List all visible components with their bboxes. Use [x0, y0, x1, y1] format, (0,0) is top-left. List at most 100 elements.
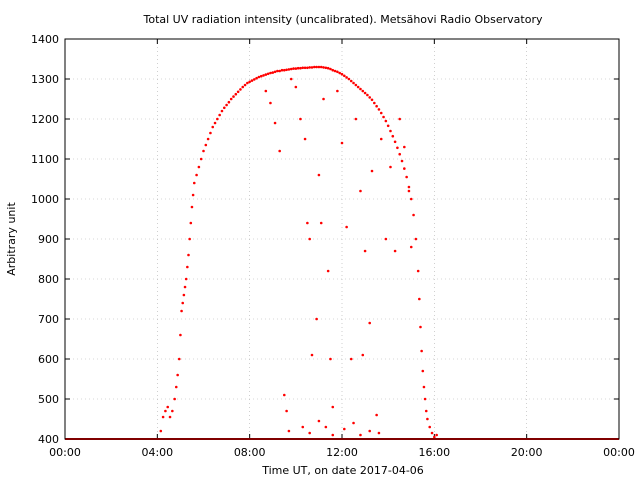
data-point [430, 431, 434, 435]
data-point [382, 115, 385, 119]
data-point [379, 111, 383, 115]
data-point [181, 301, 185, 305]
x-tick-label: 00:00 [603, 446, 635, 459]
data-point [306, 221, 309, 225]
data-point [322, 97, 325, 101]
data-point [361, 353, 365, 357]
y-tick-label: 700 [38, 313, 59, 326]
data-point [414, 237, 418, 241]
data-point [363, 249, 367, 253]
data-point [257, 75, 261, 79]
data-point [278, 149, 281, 153]
data-point [407, 185, 411, 189]
data-point [313, 65, 316, 69]
data-point [343, 427, 346, 431]
data-point [333, 69, 337, 73]
data-point [352, 421, 355, 425]
data-point [276, 69, 279, 73]
data-point [287, 429, 291, 433]
y-tick-label: 900 [38, 233, 59, 246]
data-point [409, 245, 413, 249]
data-point [282, 393, 286, 397]
data-point [202, 149, 205, 153]
data-point [359, 433, 362, 437]
data-point [289, 77, 293, 81]
data-point [225, 103, 228, 107]
data-point [403, 145, 406, 149]
data-point [222, 106, 226, 110]
data-point [174, 385, 178, 389]
data-point [192, 181, 196, 185]
x-tick-label: 16:00 [418, 446, 450, 459]
data-point [384, 237, 388, 241]
data-point [204, 143, 208, 147]
data-point [171, 409, 174, 413]
data-point [393, 140, 397, 144]
data-point [255, 76, 258, 80]
data-point [285, 68, 288, 72]
data-point [326, 269, 330, 273]
data-point [308, 431, 311, 435]
data-point [336, 89, 339, 93]
data-point [292, 67, 295, 70]
data-point [322, 66, 325, 69]
data-point [361, 89, 365, 93]
data-point [285, 409, 288, 413]
data-point [324, 425, 328, 429]
data-point [232, 95, 235, 98]
data-point [218, 113, 221, 117]
data-point [435, 433, 438, 437]
data-point [262, 74, 265, 77]
data-point [209, 131, 212, 135]
data-point [363, 91, 367, 95]
data-point [319, 221, 323, 225]
data-point [296, 66, 300, 70]
data-point [340, 141, 344, 145]
y-tick-label: 800 [38, 273, 59, 286]
y-tick-label: 500 [38, 393, 59, 406]
data-point [345, 225, 348, 229]
data-point [329, 67, 332, 71]
data-point [273, 70, 277, 74]
data-point [220, 109, 224, 113]
data-point [354, 83, 358, 87]
data-point [398, 152, 402, 156]
data-point [317, 173, 321, 177]
data-point [177, 357, 181, 361]
data-point [189, 221, 193, 225]
data-point [299, 117, 302, 121]
data-point [373, 101, 376, 105]
data-point [422, 385, 426, 389]
data-point [428, 425, 432, 429]
data-point [299, 66, 302, 70]
data-point [164, 409, 167, 413]
data-point [197, 165, 201, 169]
data-point [343, 74, 346, 78]
grid [65, 39, 619, 439]
data-point [368, 96, 372, 99]
data-point [345, 76, 348, 79]
data-point [188, 237, 191, 241]
data-point [356, 85, 360, 89]
data-point [349, 79, 353, 83]
data-point [206, 137, 210, 141]
data-point [349, 357, 353, 361]
data-point [308, 237, 311, 241]
x-tick-label: 12:00 [326, 446, 358, 459]
data-point [269, 101, 272, 105]
data-point [366, 93, 369, 97]
data-point [409, 197, 413, 201]
data-point [195, 173, 198, 177]
data-point [405, 175, 408, 179]
data-point [241, 85, 245, 89]
data-point [386, 124, 390, 128]
data-point [317, 419, 321, 423]
data-point [248, 80, 251, 84]
y-tick-label: 1000 [31, 193, 59, 206]
data-point [398, 117, 402, 121]
data-point [271, 71, 275, 74]
data-point [375, 413, 378, 417]
data-point [423, 397, 427, 401]
data-point [389, 129, 392, 133]
